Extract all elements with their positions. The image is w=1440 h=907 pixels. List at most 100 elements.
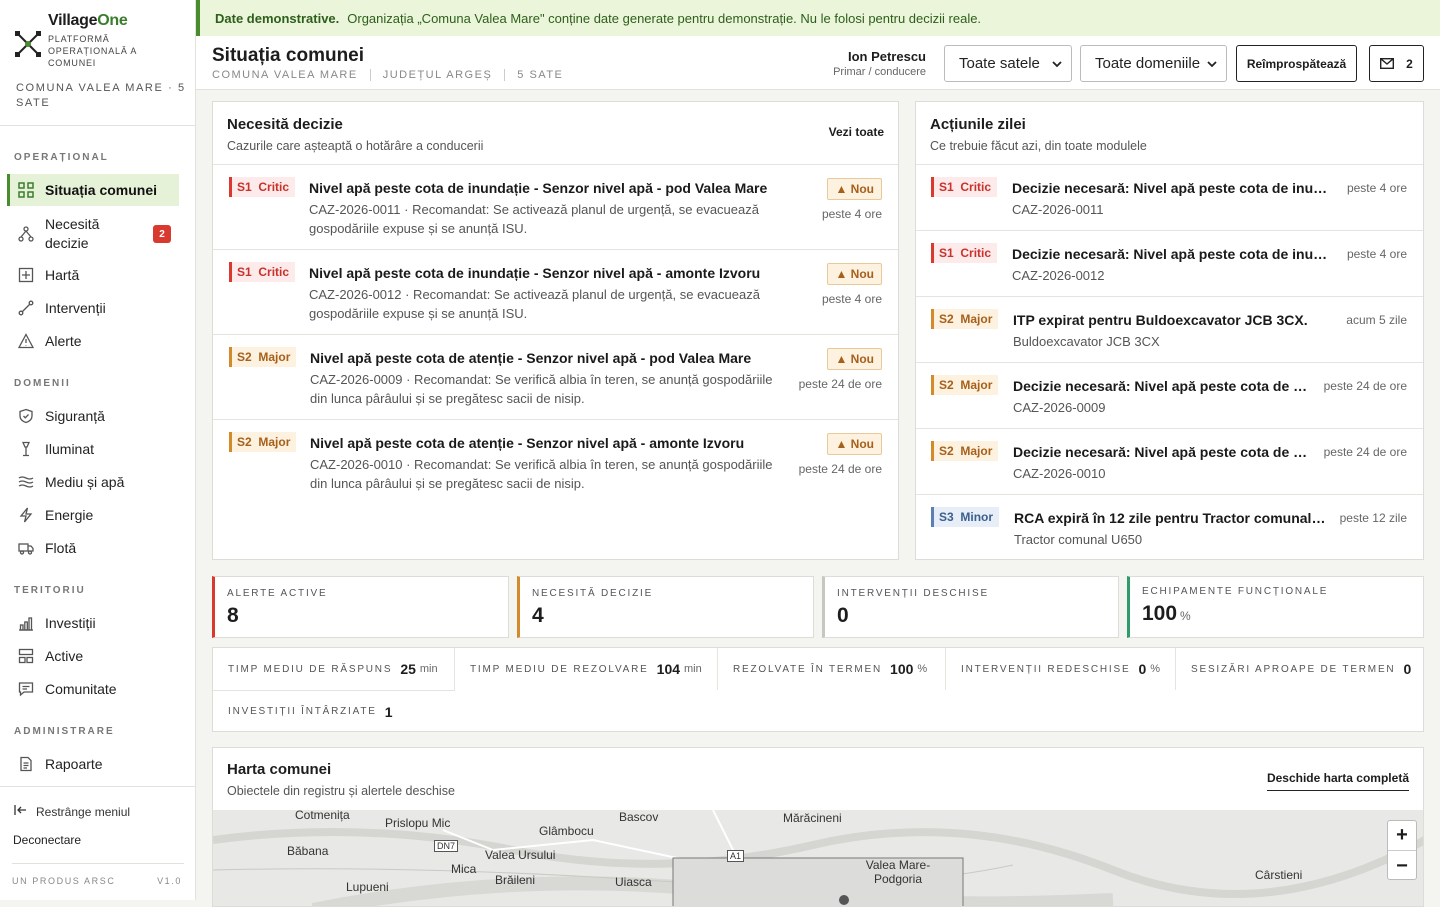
due-time: peste 24 de ore (1323, 445, 1407, 459)
stat-functional-equipment[interactable]: ECHIPAMENTE FUNCȚIONALE 100% (1127, 576, 1424, 638)
footer-brand: UN PRODUS ARSC V1.0 (12, 876, 182, 886)
zoom-in-button[interactable]: + (1388, 821, 1416, 851)
sidebar-item-label: Active (45, 648, 84, 664)
action-subtitle: CAZ-2026-0011 (1012, 202, 1104, 217)
banner-title: Date demonstrative. (215, 10, 340, 26)
sidebar-item-label: Necesită decizie (45, 216, 100, 251)
logo-icon (14, 30, 42, 58)
collapse-menu-button[interactable]: Restrânge meniul (14, 803, 130, 820)
commune-name: COMUNA VALEA MARE · 5 SATE (16, 82, 186, 109)
stat-active-alerts[interactable]: ALERTE ACTIVE 8 (212, 576, 509, 638)
due-time: acum 5 zile (1346, 313, 1407, 327)
version-text: V1.0 (157, 876, 182, 886)
decision-count-badge: 2 (153, 225, 171, 243)
sidebar-item-label: Alerte (45, 333, 82, 349)
action-item[interactable]: S1 Critic Decizie necesară: Nivel apă pe… (916, 230, 1423, 296)
severity-badge: S1 Critic (229, 262, 296, 282)
sidebar-item-interventions[interactable]: Intervenții (7, 292, 179, 324)
sidebar-item-assets[interactable]: Active (7, 640, 179, 672)
water-icon (17, 473, 35, 491)
new-tag: ▲ Nou (827, 433, 882, 455)
road-shield: DN7 (434, 840, 459, 852)
refresh-button[interactable]: Reîmprospătează (1236, 45, 1357, 82)
stat-value: 100% (1142, 602, 1191, 625)
case-description: CAZ-2026-0010 · Recomandat: Se verifică … (310, 457, 773, 491)
sidebar-item-safety[interactable]: Siguranță (7, 400, 179, 432)
action-item[interactable]: S2 Major Decizie necesară: Nivel apă pes… (916, 428, 1423, 494)
sidebar-item-map[interactable]: Hartă (7, 259, 179, 291)
map-place-label: Glâmbocu (539, 824, 594, 838)
logout-link[interactable]: Deconectare (13, 833, 82, 847)
stat-needs-decision[interactable]: NECESITĂ DECIZIE 4 (517, 576, 814, 638)
lamp-icon (17, 440, 35, 458)
messages-button[interactable]: 2 (1369, 45, 1424, 82)
decision-item[interactable]: S1 Critic Nivel apă peste cota de inunda… (213, 249, 898, 334)
sidebar-item-environment[interactable]: Mediu și apă (7, 466, 179, 498)
stat-open-interventions[interactable]: INTERVENȚII DESCHISE 0 (822, 576, 1119, 638)
divider (369, 69, 371, 81)
section-territory: TERITORIU (14, 585, 86, 596)
sidebar-item-investments[interactable]: Investiții (7, 607, 179, 639)
metric-delayed-investments: INVESTIȚII ÎNTÂRZIATE 1 (213, 690, 455, 732)
severity-badge: S2 Major (229, 432, 297, 452)
domain-filter-select[interactable]: Toate domeniile (1080, 45, 1227, 82)
map-place-label: Bascov (619, 810, 659, 824)
new-tag: ▲ Nou (827, 263, 882, 285)
severity-badge: S1 Critic (931, 177, 998, 197)
chart-icon (17, 614, 35, 632)
map-place-label: Brăileni (495, 873, 536, 887)
zoom-out-button[interactable]: − (1396, 854, 1408, 877)
open-full-map-link[interactable]: Deschide harta completă (1266, 771, 1409, 791)
action-title: Decizie necesară: Nivel apă peste cota d… (1012, 246, 1332, 262)
sidebar-item-energy[interactable]: Energie (7, 499, 179, 531)
sidebar-item-label: Energie (45, 507, 94, 523)
new-tag: ▲ Nou (827, 348, 882, 370)
decision-item[interactable]: S2 Major Nivel apă peste cota de atenție… (213, 419, 898, 504)
decision-item[interactable]: S2 Major Nivel apă peste cota de atenție… (213, 334, 898, 419)
new-tag: ▲ Nou (827, 178, 882, 200)
severity-badge: S2 Major (229, 347, 297, 367)
action-subtitle: Buldoexcavator JCB 3CX (1013, 334, 1160, 349)
warning-icon (17, 332, 35, 350)
village-filter-select[interactable]: Toate satele (944, 45, 1072, 82)
panel-title: Necesită decizie (227, 116, 343, 133)
decision-item[interactable]: S1 Critic Nivel apă peste cota de inunda… (213, 164, 898, 249)
sidebar-item-situation[interactable]: Situația comunei (7, 174, 179, 206)
case-title: Nivel apă peste cota de atenție - Senzor… (310, 350, 752, 366)
action-item[interactable]: S3 Minor RCA expiră în 12 zile pentru Tr… (916, 494, 1423, 560)
logo[interactable]: VillageOne PLATFORMĂ OPERAȚIONALĂ A COMU… (14, 12, 158, 69)
severity-badge: S3 Minor (931, 507, 1000, 527)
see-all-link[interactable]: Vezi toate (828, 125, 884, 139)
breadcrumb-villages: 5 SATE (517, 69, 564, 81)
map-canvas[interactable]: Cotmenița Prislopu Mic Glâmbocu Bascov M… (213, 808, 1423, 906)
sidebar-item-reports[interactable]: Rapoarte (7, 748, 179, 780)
action-subtitle: Tractor comunal U650 (1014, 532, 1143, 547)
sidebar-item-lighting[interactable]: Iluminat (7, 433, 179, 465)
user-info[interactable]: Ion Petrescu Primar / conducere (833, 49, 926, 78)
due-time: peste 4 ore (1346, 247, 1407, 261)
sidebar-item-decisions[interactable]: Necesită decizie 2 (7, 214, 179, 254)
user-name: Ion Petrescu (847, 49, 926, 64)
sidebar-item-label: Comunitate (45, 681, 117, 697)
action-item[interactable]: S2 Major Decizie necesară: Nivel apă pes… (916, 362, 1423, 428)
case-description: CAZ-2026-0011 · Recomandat: Se activează… (309, 202, 759, 236)
sidebar-item-label: Mediu și apă (45, 474, 125, 490)
report-icon (17, 755, 35, 773)
map-place-label: Prislopu Mic (385, 816, 451, 830)
due-time: peste 4 ore (1346, 181, 1407, 195)
panel-subtitle: Cazurile care așteaptă o hotărâre a cond… (227, 139, 484, 153)
sidebar-item-community[interactable]: Comunitate (7, 673, 179, 705)
sidebar-item-alerts[interactable]: Alerte (7, 325, 179, 357)
sidebar-item-label: Investiții (45, 615, 96, 631)
severity-badge: S1 Critic (229, 177, 296, 197)
road-shield: A1 (727, 850, 745, 862)
metric-near-deadline: SESIZĂRI APROAPE DE TERMEN 0 (1191, 661, 1412, 677)
action-item[interactable]: S1 Critic Decizie necesară: Nivel apă pe… (916, 164, 1423, 230)
sidebar-item-fleet[interactable]: Flotă (7, 532, 179, 564)
panel-subtitle: Obiectele din registru și alertele desch… (227, 784, 455, 798)
collapse-label: Restrânge meniul (36, 804, 131, 819)
action-item[interactable]: S2 Major ITP expirat pentru Buldoexcavat… (916, 296, 1423, 362)
breadcrumb-county: JUDEȚUL ARGEȘ (382, 69, 493, 81)
stat-value: 4 (532, 604, 544, 627)
app-name: VillageOne (48, 12, 128, 29)
